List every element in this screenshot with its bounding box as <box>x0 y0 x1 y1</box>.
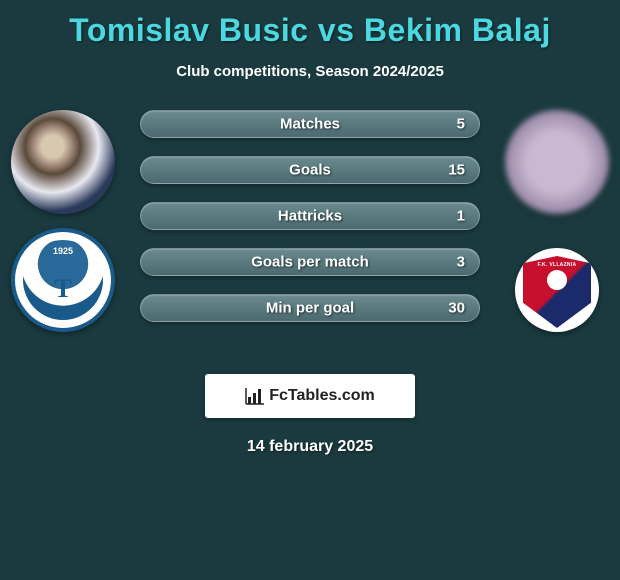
subtitle: Club competitions, Season 2024/2025 <box>0 63 620 80</box>
stat-row-hattricks: Hattricks 1 <box>140 202 480 230</box>
stat-row-goals-per-match: Goals per match 3 <box>140 248 480 276</box>
club2-shield-shape: F.K. VLLAZNIA <box>523 256 591 328</box>
stat-right-value: 5 <box>457 116 465 133</box>
date-text: 14 february 2025 <box>0 438 620 456</box>
stat-label: Hattricks <box>278 208 342 225</box>
title-player1: Tomislav Busic <box>69 12 308 48</box>
club2-name: F.K. VLLAZNIA <box>523 262 591 268</box>
stat-bars: Matches 5 Goals 15 Hattricks 1 Goals per… <box>140 110 480 322</box>
stat-row-goals: Goals 15 <box>140 156 480 184</box>
stat-label: Goals per match <box>251 254 369 271</box>
club2-badge: F.K. VLLAZNIA <box>515 248 599 332</box>
title-player2: Bekim Balaj <box>364 12 551 48</box>
stat-right-value: 3 <box>457 254 465 271</box>
stat-right-value: 15 <box>448 162 465 179</box>
comparison-panel: 1925 TEUTA Matches 5 Goals 15 Hattricks … <box>0 110 620 350</box>
right-column: F.K. VLLAZNIA <box>502 110 612 332</box>
club1-badge: 1925 TEUTA <box>11 228 115 332</box>
club1-year: 1925 <box>53 246 73 256</box>
page-title: Tomislav Busic vs Bekim Balaj <box>0 0 620 49</box>
left-column: 1925 TEUTA <box>8 110 118 332</box>
stat-right-value: 1 <box>457 208 465 225</box>
stat-label: Min per goal <box>266 300 354 317</box>
stat-row-matches: Matches 5 <box>140 110 480 138</box>
stat-row-min-per-goal: Min per goal 30 <box>140 294 480 322</box>
stat-right-value: 30 <box>448 300 465 317</box>
stat-label: Goals <box>289 162 331 179</box>
club2-ball-icon <box>547 270 567 290</box>
bar-chart-icon <box>245 387 265 405</box>
player2-photo <box>505 110 609 214</box>
stat-label: Matches <box>280 116 340 133</box>
title-vs: vs <box>318 12 355 48</box>
player1-photo <box>11 110 115 214</box>
club1-name: TEUTA <box>44 305 82 316</box>
branding-text: FcTables.com <box>269 387 375 405</box>
branding-box: FcTables.com <box>205 374 415 418</box>
